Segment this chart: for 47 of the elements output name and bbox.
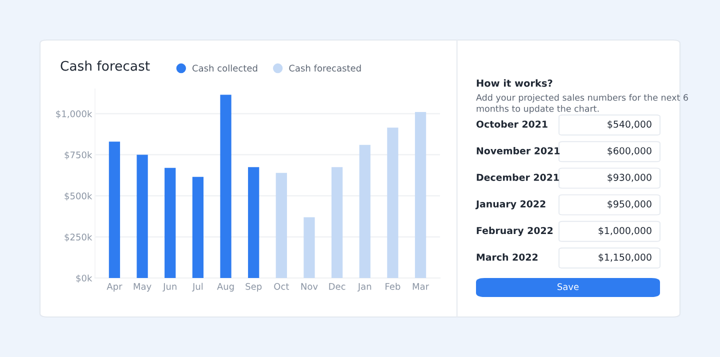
bar [248, 167, 260, 278]
x-tick-label: May [134, 283, 152, 292]
bar [164, 168, 176, 278]
text: $540,000 [608, 120, 652, 129]
x-tick-label: Mar [412, 283, 430, 290]
bar [108, 142, 120, 278]
category-label: December 2021 [476, 174, 559, 181]
category-label: January 2022 [475, 200, 546, 210]
x-tick-label: Sep [246, 283, 262, 292]
text: $1,000,000 [598, 226, 652, 236]
text: $600,000 [608, 147, 652, 156]
bar [304, 217, 315, 278]
legend-label: Cash forecasted [289, 64, 361, 72]
y-tick-label: $0k [76, 274, 92, 283]
bar [387, 128, 398, 278]
x-tick-label: Nov [301, 283, 318, 290]
x-tick-label: Aug [217, 283, 234, 292]
x-tick-label: Feb [386, 282, 400, 290]
text: Add your projected sales numbers for the next 6 months to update the chart. [476, 94, 688, 114]
text: How it works? [476, 79, 552, 87]
bar [414, 112, 426, 278]
category-label: October 2021 [476, 120, 548, 128]
y-tick-label: $750k [64, 151, 92, 160]
y-tick-label: $1,000k [56, 110, 92, 118]
y-tick-label: $500k [64, 192, 92, 201]
bar [192, 176, 204, 278]
bar [276, 172, 287, 278]
x-tick-label: Jan [357, 283, 372, 292]
text: $930,000 [608, 174, 652, 182]
bar [220, 94, 232, 278]
bar [359, 144, 370, 278]
y-tick-label: $250k [64, 233, 92, 242]
text: $950,000 [608, 200, 652, 209]
text: Save [558, 283, 579, 290]
category-label: February 2022 [476, 226, 553, 236]
legend-label: Cash collected [192, 64, 258, 72]
chart-title: Cash forecast [60, 60, 150, 71]
x-tick-label: Jul [192, 282, 203, 292]
category-label: November 2021 [476, 147, 560, 154]
category-label: March 2022 [476, 253, 538, 261]
bar [136, 154, 148, 278]
text: $1,150,000 [598, 253, 652, 262]
x-tick-label: Jun [162, 283, 176, 292]
x-tick-label: Apr [106, 283, 122, 292]
x-tick-label: Oct [274, 283, 289, 290]
x-tick-label: Dec [329, 283, 346, 290]
bar [331, 167, 343, 278]
